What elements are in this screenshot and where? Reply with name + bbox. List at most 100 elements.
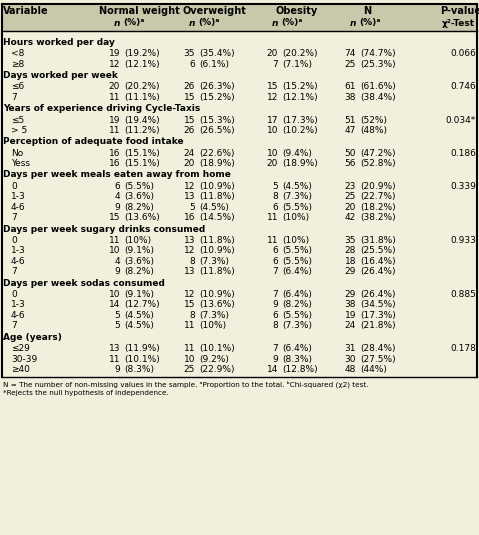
- Text: 1-3: 1-3: [11, 192, 26, 201]
- Text: 10: 10: [266, 126, 278, 135]
- Text: 19: 19: [344, 311, 356, 320]
- Text: *Rejects the null hypothesis of independence.: *Rejects the null hypothesis of independ…: [3, 390, 169, 396]
- Text: (34.5%): (34.5%): [360, 301, 396, 309]
- Text: 24: 24: [184, 149, 195, 158]
- Text: 12: 12: [109, 60, 120, 69]
- Text: (3.6%): (3.6%): [124, 192, 154, 201]
- Text: (7.3%): (7.3%): [282, 192, 312, 201]
- Text: (11.1%): (11.1%): [124, 93, 160, 102]
- Text: (8.3%): (8.3%): [282, 355, 312, 364]
- Text: 15: 15: [266, 82, 278, 91]
- Text: 7: 7: [272, 268, 278, 277]
- Text: 11: 11: [109, 355, 120, 364]
- Text: 11: 11: [109, 93, 120, 102]
- Text: (17.3%): (17.3%): [360, 311, 396, 320]
- Text: (11.8%): (11.8%): [199, 192, 235, 201]
- Text: (16.4%): (16.4%): [360, 257, 396, 266]
- Text: Yess: Yess: [11, 159, 30, 168]
- Text: 51: 51: [344, 116, 356, 125]
- Text: n: n: [114, 19, 120, 27]
- Text: 12: 12: [183, 182, 195, 191]
- Text: (74.7%): (74.7%): [360, 49, 396, 58]
- Text: Obesity: Obesity: [276, 6, 318, 16]
- Text: 6: 6: [189, 60, 195, 69]
- Text: 29: 29: [344, 290, 356, 299]
- Text: (25.5%): (25.5%): [360, 246, 396, 255]
- Text: (38.4%): (38.4%): [360, 93, 396, 102]
- Text: (7.3%): (7.3%): [199, 257, 229, 266]
- Text: 0.339: 0.339: [450, 182, 476, 191]
- Text: (18.9%): (18.9%): [282, 159, 318, 168]
- Text: 35: 35: [183, 49, 195, 58]
- Text: (17.3%): (17.3%): [282, 116, 318, 125]
- Text: 11: 11: [109, 236, 120, 245]
- Text: 8: 8: [272, 322, 278, 331]
- Text: 25: 25: [344, 192, 356, 201]
- Text: 7: 7: [272, 290, 278, 299]
- Text: 4: 4: [114, 192, 120, 201]
- Text: Days worked per week: Days worked per week: [3, 71, 118, 80]
- Text: 16: 16: [183, 213, 195, 222]
- Text: 5: 5: [272, 182, 278, 191]
- Text: (20.9%): (20.9%): [360, 182, 396, 191]
- Text: 25: 25: [183, 365, 195, 374]
- Text: 11: 11: [183, 322, 195, 331]
- Text: No: No: [11, 149, 23, 158]
- Text: (7.1%): (7.1%): [282, 60, 312, 69]
- Text: Days per week sugary drinks consumed: Days per week sugary drinks consumed: [3, 225, 205, 234]
- Text: 13: 13: [183, 192, 195, 201]
- Text: (10%): (10%): [282, 236, 309, 245]
- Text: (61.6%): (61.6%): [360, 82, 396, 91]
- Text: 0.066: 0.066: [450, 49, 476, 58]
- Text: 9: 9: [272, 355, 278, 364]
- Text: 6: 6: [272, 203, 278, 212]
- Text: 7: 7: [272, 60, 278, 69]
- Text: (38.2%): (38.2%): [360, 213, 396, 222]
- Text: Age (years): Age (years): [3, 333, 62, 342]
- Text: (11.2%): (11.2%): [124, 126, 160, 135]
- Text: (10%): (10%): [124, 236, 151, 245]
- Text: (22.7%): (22.7%): [360, 192, 396, 201]
- Text: 0: 0: [11, 182, 17, 191]
- Text: N: N: [364, 6, 372, 16]
- Text: 9: 9: [114, 203, 120, 212]
- Text: 9: 9: [272, 301, 278, 309]
- Text: ≥40: ≥40: [11, 365, 30, 374]
- Text: (%)ᵃ: (%)ᵃ: [198, 19, 219, 27]
- Text: (10.1%): (10.1%): [199, 344, 235, 353]
- Text: 0.746: 0.746: [450, 82, 476, 91]
- Text: (26.3%): (26.3%): [199, 82, 235, 91]
- Text: n: n: [350, 19, 356, 27]
- Text: 23: 23: [344, 182, 356, 191]
- Text: <8: <8: [11, 49, 24, 58]
- Text: N = The number of non-missing values in the sample. ᵃProportion to the total. ᵇC: N = The number of non-missing values in …: [3, 380, 368, 387]
- Text: 26: 26: [183, 126, 195, 135]
- Text: 7: 7: [272, 344, 278, 353]
- Text: 8: 8: [189, 311, 195, 320]
- Text: 1-3: 1-3: [11, 301, 26, 309]
- Text: (10.2%): (10.2%): [282, 126, 318, 135]
- Text: 20: 20: [183, 159, 195, 168]
- Text: 74: 74: [344, 49, 356, 58]
- Text: 4-6: 4-6: [11, 257, 25, 266]
- Text: 14: 14: [267, 365, 278, 374]
- Text: (22.6%): (22.6%): [199, 149, 235, 158]
- Text: 24: 24: [345, 322, 356, 331]
- Text: 6: 6: [114, 182, 120, 191]
- Text: (12.1%): (12.1%): [282, 93, 318, 102]
- Text: 26: 26: [183, 82, 195, 91]
- Text: 4-6: 4-6: [11, 311, 25, 320]
- Text: ≤6: ≤6: [11, 82, 24, 91]
- Text: 35: 35: [344, 236, 356, 245]
- Text: Normal weight: Normal weight: [99, 6, 179, 16]
- Text: (11.8%): (11.8%): [199, 236, 235, 245]
- Text: 10: 10: [183, 355, 195, 364]
- Text: 13: 13: [109, 344, 120, 353]
- Text: 0.034*: 0.034*: [446, 116, 476, 125]
- Text: 56: 56: [344, 159, 356, 168]
- Text: 1-3: 1-3: [11, 246, 26, 255]
- Text: (26.4%): (26.4%): [360, 290, 396, 299]
- Text: (25.3%): (25.3%): [360, 60, 396, 69]
- Text: (9.1%): (9.1%): [124, 246, 154, 255]
- Text: n: n: [189, 19, 195, 27]
